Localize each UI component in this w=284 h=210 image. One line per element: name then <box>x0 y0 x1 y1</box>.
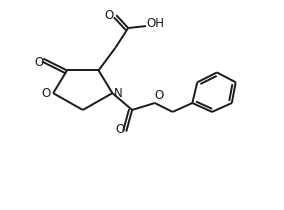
Text: OH: OH <box>147 17 165 30</box>
Text: O: O <box>105 9 114 22</box>
Text: N: N <box>114 87 123 100</box>
Text: O: O <box>116 123 125 136</box>
Text: O: O <box>35 56 44 69</box>
Text: O: O <box>154 89 163 102</box>
Text: O: O <box>42 87 51 100</box>
